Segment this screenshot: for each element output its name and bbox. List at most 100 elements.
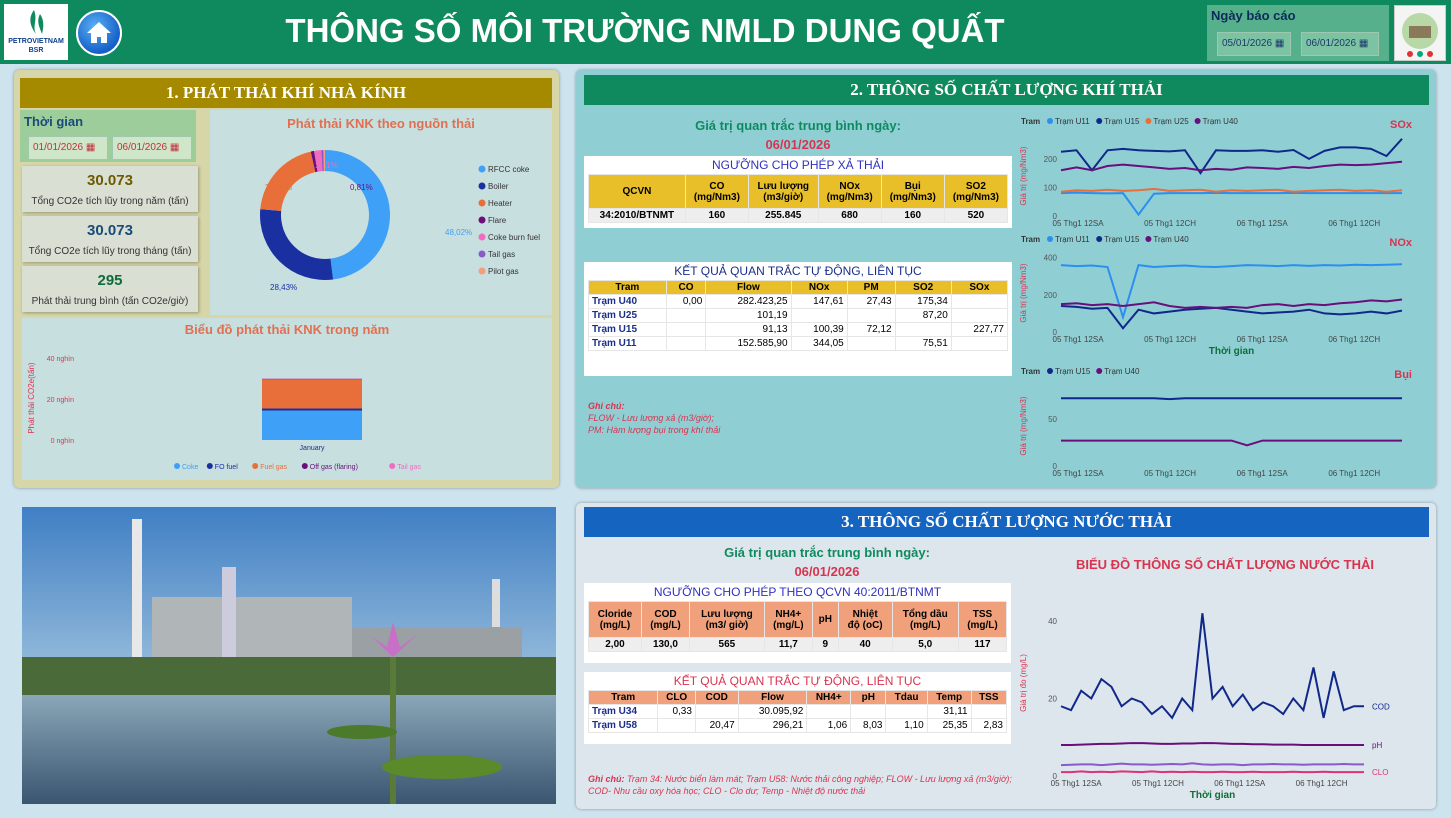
line-legend-label: Trạm U11 [1055,235,1090,244]
home-button[interactable] [76,10,122,56]
ghg-section-title: 1. PHÁT THẢI KHÍ NHÀ KÍNH [20,78,552,108]
water-limit-header: Cloride (mg/L) [588,601,642,638]
donut-slice[interactable] [260,151,316,211]
date-to-value: 06/01/2026 [1306,38,1357,49]
line-series[interactable] [1060,187,1403,193]
donut-slice[interactable] [323,150,325,172]
kpi-year-label: Tổng CO2e tích lũy trong năm (tấn) [31,196,189,207]
line-x-tick: 05 Thg1 12CH [1144,219,1196,228]
donut-slice[interactable] [310,150,318,173]
emission-limit-cell: 34:2010/BTNMT [588,208,686,223]
line-x-tick: 05 Thg1 12SA [1051,779,1103,788]
donut-slice[interactable] [321,150,324,172]
line-y-tick: 0 [1053,212,1058,221]
line-series[interactable] [1060,298,1403,309]
line-series[interactable] [1060,160,1403,172]
report-date-to-input[interactable]: 06/01/2026 ▦ [1301,32,1379,56]
line-legend-label: Trạm U11 [1055,117,1090,126]
nox-line-chart: Tram Trạm U11 Trạm U15 Trạm U40 NOx Giá trị (… [1019,235,1413,357]
time-label: Thời gian [24,114,84,129]
emission-limit-header: NOx (mg/Nm3) [817,174,882,209]
table-cell: 2,83 [970,718,1008,733]
donut-legend-label: Flare [488,216,507,225]
line-series[interactable] [1060,305,1403,330]
report-date-from-input[interactable]: 05/01/2026 ▦ [1217,32,1291,56]
emission-limit-header: QCVN [588,174,686,209]
line-y-tick: 0 [1053,328,1058,337]
line-series[interactable] [1061,742,1364,746]
donut-slice[interactable] [260,209,334,280]
line-series[interactable] [1060,762,1364,767]
emission-limit-header: SO2 (mg/Nm3) [943,174,1009,209]
emission-avg-date: 06/01/2026 [765,137,831,152]
table-cell: 282.423,25 [705,294,792,309]
water-limit-header: Nhiệt độ (oC) [837,601,893,638]
petrovietnam-logo: PETROVIETNAM BSR [4,4,68,60]
date-from-value: 05/01/2026 [1222,38,1273,49]
water-note-text: Trạm 34: Nước biển làm mát; Trạm U58: Nư… [588,774,1012,796]
water-limit-cell: 40 [837,637,893,652]
water-auto-header: COD [694,690,739,705]
water-limit-title: NGƯỠNG CHO PHÉP THEO QCVN 40:2011/BTNMT [653,585,942,599]
emission-auto-header: SO2 [894,280,952,295]
refinery-photo [22,507,556,804]
line-legend-title: Tram [1021,117,1040,126]
bar-segment[interactable] [262,379,362,409]
line-series[interactable] [1060,191,1402,217]
donut-card: Phát thải KNK theo nguồn thải 48,02% 28,4… [210,110,552,315]
emission-section-title: 2. THÔNG SỐ CHẤT LƯỢNG KHÍ THẢI [584,75,1429,105]
line-series[interactable] [1061,397,1402,401]
emission-avg-label: Giá trị quan trắc trung bình ngày: [695,118,901,133]
table-cell [850,704,887,719]
line-series[interactable] [1060,613,1364,720]
line-x-tick: 06 Thg1 12SA [1237,469,1289,478]
legend-marker [206,463,213,469]
bar-title: Biểu đồ phát thải KNK trong năm [184,322,390,337]
emission-limit-table: QCVN CO (mg/Nm3) Lưu lượng (m3/giờ) NOx (mg… [588,174,1009,223]
line-x-tick: 05 Thg1 12SA [1053,335,1105,344]
water-limit-cell: 5,0 [891,637,959,652]
line-series[interactable] [1061,439,1402,447]
emission-limit-title: NGƯỠNG CHO PHÉP XẢ THẢI [711,158,885,172]
bar-segment[interactable] [262,410,362,440]
water-limit-header: Tổng dầu (mg/L) [891,601,959,638]
emission-limit-header: Lưu lượng (m3/giờ) [747,174,819,209]
line-series[interactable] [1060,263,1403,321]
table-row: Trạm U40 0,00 282.423,25 147,61 27,43 175,34 [588,294,1009,309]
emission-auto-header: Flow [705,280,792,295]
line-series[interactable] [1061,770,1364,774]
table-cell: 8,03 [850,718,887,733]
station-name: Trạm U25 [588,308,667,323]
dust-line-chart: Tram Trạm U15 Trạm U40 Bụi Giá trị (mg/Nm3) 0… [1019,367,1412,478]
flame-logo-icon [30,10,44,34]
kpi-month-value: 30.073 [87,222,133,239]
table-cell: 175,34 [894,294,952,309]
time-to-input[interactable]: 06/01/2026 ▦ [112,136,192,160]
line-series[interactable] [1060,138,1403,175]
donut-value-label: 48,02% [445,228,472,237]
water-avg-label: Giá trị quan trắc trung bình ngày: [724,545,930,560]
ghg-bar-chart: Phát thải CO2e(tấn) 0 nghìn 20 nghìn 40 ngh… [27,356,421,471]
legend-marker [1145,118,1152,124]
kpi-year-value: 30.073 [87,172,133,189]
legend-marker [1047,236,1053,242]
legend-marker [478,216,486,224]
line-x-tick: 06 Thg1 12CH [1328,469,1380,478]
emission-note-2: PM: Hàm lượng bụi trong khí thải [588,425,721,435]
refinery-lotus-image [22,507,556,804]
emission-limit-header: Bụi (mg/Nm3) [880,174,945,209]
line-x-tick: 06 Thg1 12SA [1237,219,1289,228]
bar-segment[interactable] [262,378,362,380]
table-cell [885,704,928,719]
bar-segment[interactable] [262,408,362,411]
table-cell: 1,06 [806,718,852,733]
donut-slice[interactable] [314,150,323,172]
station-name: Trạm U34 [587,704,659,719]
table-cell: 344,05 [790,336,848,351]
legend-marker [478,182,486,190]
water-limit-header: TSS (mg/L) [957,601,1008,638]
donut-slice[interactable] [325,150,390,280]
donut-value-label: 0,81% [350,183,373,192]
emission-auto-header: NOx [790,280,848,295]
time-from-input[interactable]: 01/01/2026 ▦ [28,136,108,160]
